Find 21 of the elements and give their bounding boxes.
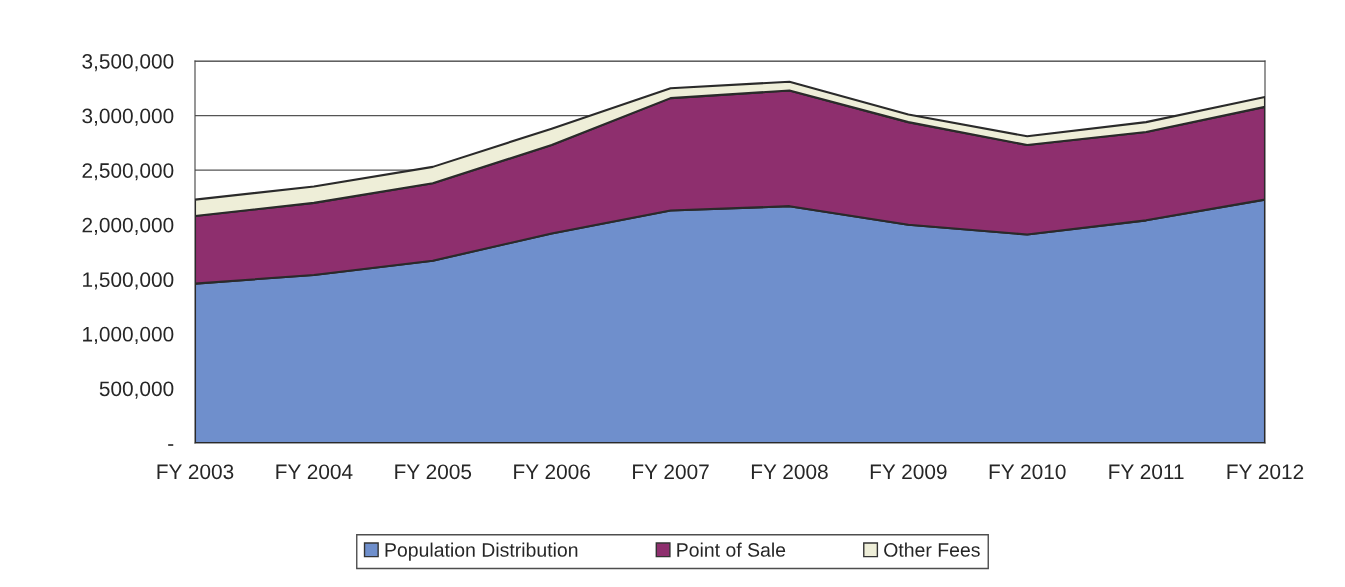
- y-tick-label: 3,500,000: [82, 54, 174, 72]
- x-tick-label: FY 2007: [633, 464, 709, 480]
- y-tick-label: 2,000,000: [82, 217, 174, 235]
- legend-label: Population Distribution: [385, 542, 578, 561]
- x-tick-label: FY 2011: [1109, 464, 1184, 480]
- x-tick-label: FY 2003: [157, 464, 234, 480]
- y-tick-label: -: [168, 444, 174, 446]
- legend-label: Other Fees: [884, 542, 980, 557]
- x-tick-label: FY 2008: [751, 464, 828, 480]
- x-tick-label: FY 2010: [989, 464, 1066, 480]
- x-tick-label: FY 2005: [395, 464, 472, 480]
- x-tick-label: FY 2012: [1227, 464, 1304, 480]
- x-tick-label: FY 2006: [514, 464, 590, 480]
- y-tick-label: 2,500,000: [82, 163, 174, 181]
- y-tick-label: 1,500,000: [83, 272, 174, 290]
- y-tick-label: 500,000: [99, 381, 174, 399]
- y-tick-label: 1,000,000: [83, 326, 174, 345]
- y-tick-label: 3,000,000: [82, 108, 174, 126]
- x-tick-label: FY 2004: [276, 464, 353, 480]
- x-tick-label: FY 2009: [870, 464, 947, 480]
- legend-label: Point of Sale: [677, 542, 786, 557]
